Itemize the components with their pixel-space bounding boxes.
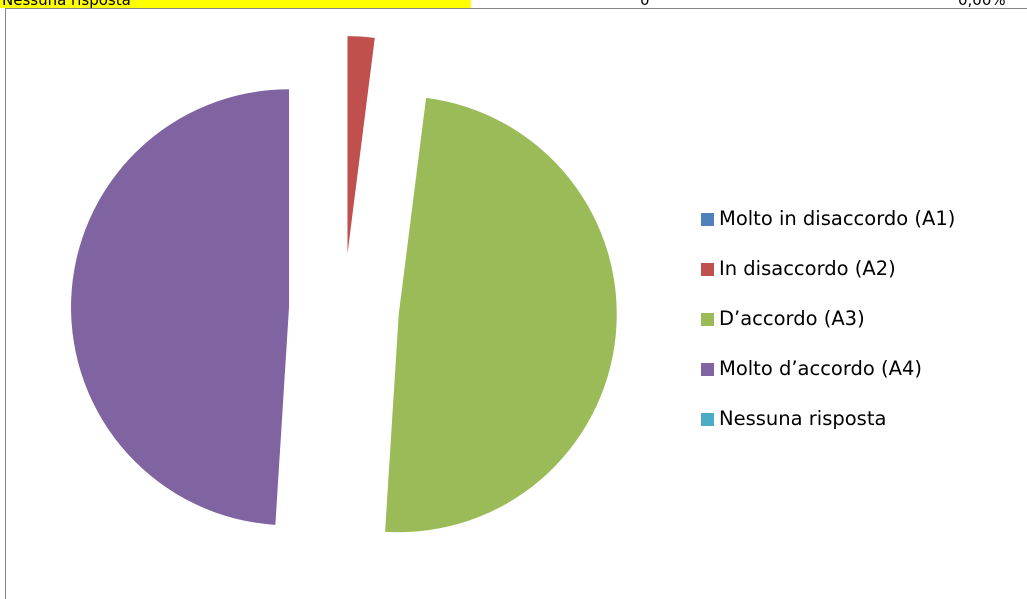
legend-label: Nessuna risposta (719, 407, 887, 430)
legend-swatch (701, 263, 714, 276)
legend-item: Nessuna risposta (701, 401, 955, 451)
legend-item: Molto in disaccordo (A1) (701, 201, 955, 251)
pie-slice-molto-d-accordo-a4[interactable] (71, 89, 290, 525)
legend-swatch (701, 313, 714, 326)
table-header-row: Nessuna risposta 0 0,00% (0, 0, 1027, 8)
legend-item: D’accordo (A3) (701, 301, 955, 351)
legend-label: D’accordo (A3) (719, 307, 865, 330)
chart-legend: Molto in disaccordo (A1) In disaccordo (A… (701, 201, 955, 451)
table-cell-label: Nessuna risposta (0, 0, 471, 8)
legend-swatch (701, 413, 714, 426)
pie-slice-d-accordo-a3[interactable] (385, 97, 617, 533)
legend-swatch (701, 363, 714, 376)
table-cell-percent: 0,00% (958, 0, 1006, 8)
table-cell-count: 0 (640, 0, 650, 8)
pie-slice-in-disaccordo-a2[interactable] (347, 36, 375, 255)
legend-label: In disaccordo (A2) (719, 257, 896, 280)
pie-chart (71, 36, 617, 533)
legend-item: In disaccordo (A2) (701, 251, 955, 301)
legend-label: Molto d’accordo (A4) (719, 357, 922, 380)
legend-item: Molto d’accordo (A4) (701, 351, 955, 401)
chart-area[interactable]: Molto in disaccordo (A1) In disaccordo (A… (5, 8, 1027, 599)
legend-swatch (701, 213, 714, 226)
legend-label: Molto in disaccordo (A1) (719, 207, 956, 230)
